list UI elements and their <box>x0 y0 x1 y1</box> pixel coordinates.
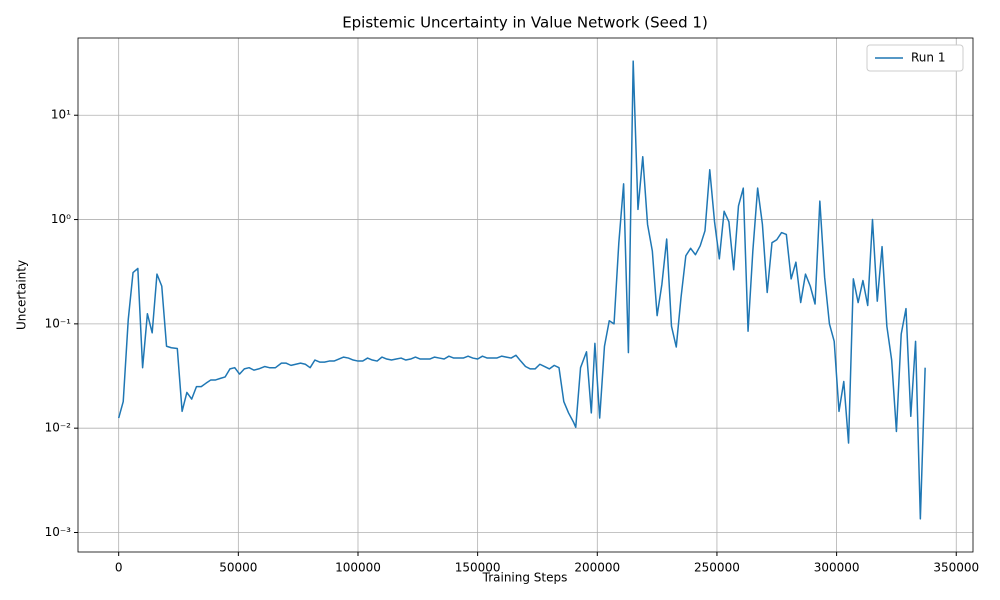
plot-frame <box>77 37 974 553</box>
y-tick-label: 10⁻³ <box>45 525 72 539</box>
x-tick-label: 150000 <box>455 561 501 575</box>
x-tick-label: 350000 <box>933 561 979 575</box>
x-tick-label: 250000 <box>694 561 740 575</box>
legend-label: Run 1 <box>911 51 945 65</box>
x-axis-label: Training Steps <box>482 571 568 585</box>
data-line <box>117 60 926 520</box>
legend-box <box>866 44 964 72</box>
y-tick-label: 10¹ <box>51 108 71 122</box>
y-axis-label: Uncertainty <box>15 260 29 330</box>
y-tick-label: 10⁰ <box>51 212 71 226</box>
y-tick-label: 10⁻¹ <box>45 316 72 330</box>
x-tick-label: 100000 <box>335 561 381 575</box>
chart-title: Epistemic Uncertainty in Value Network (… <box>342 14 708 32</box>
x-tick-label: 200000 <box>574 561 620 575</box>
x-tick-label: 300000 <box>814 561 860 575</box>
x-tick-label: 0 <box>115 561 123 575</box>
x-tick-label: 50000 <box>219 561 257 575</box>
y-tick-label: 10⁻² <box>45 421 72 435</box>
